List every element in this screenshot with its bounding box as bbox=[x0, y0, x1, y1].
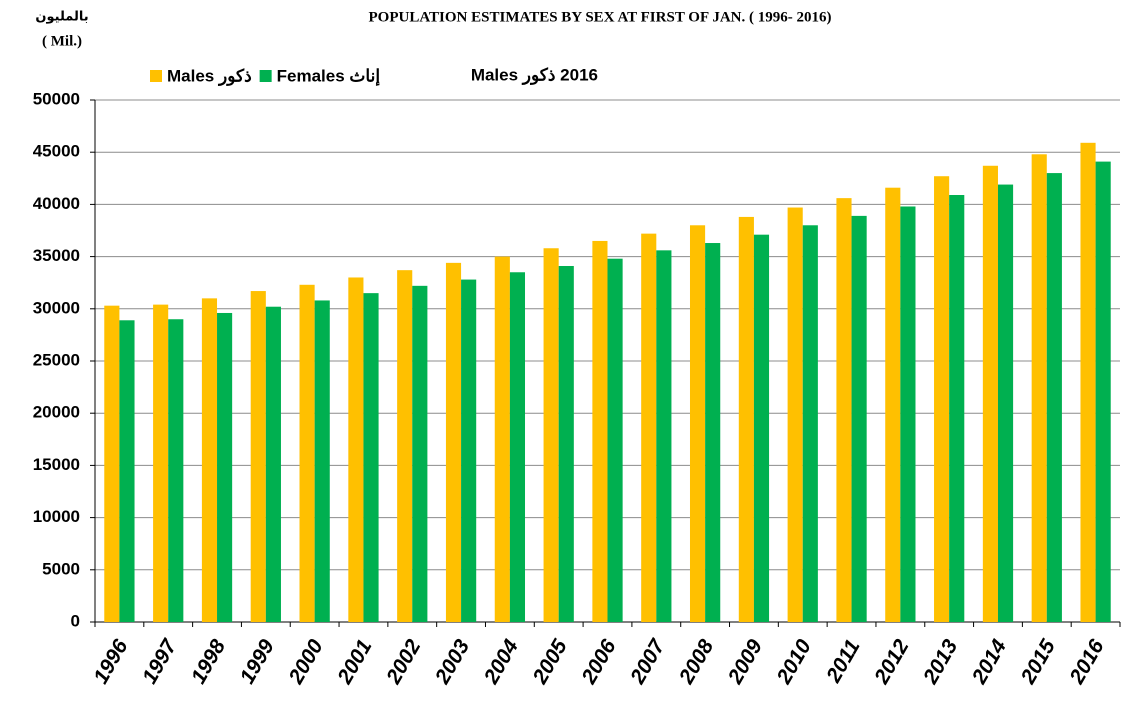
x-tick-label: 2014 bbox=[967, 635, 1011, 688]
legend-label: Males ذكور bbox=[167, 66, 252, 86]
bar bbox=[445, 262, 462, 622]
y-tick-label: 20000 bbox=[33, 403, 80, 422]
bar bbox=[1031, 154, 1047, 622]
bar bbox=[397, 270, 413, 622]
x-tick-label: 2013 bbox=[919, 635, 963, 688]
chart-title: POPULATION ESTIMATES BY SEX AT FIRST OF … bbox=[369, 9, 832, 25]
legend-note: 2016 ذكور Males bbox=[471, 65, 598, 85]
bar bbox=[900, 206, 916, 622]
x-tick-label: 1997 bbox=[138, 635, 182, 688]
bar bbox=[1095, 161, 1111, 622]
bar bbox=[104, 305, 120, 622]
bar bbox=[934, 176, 950, 622]
bar bbox=[348, 277, 364, 622]
bar bbox=[201, 298, 218, 622]
y-tick-label: 45000 bbox=[33, 142, 80, 161]
bar bbox=[558, 265, 574, 622]
legend-swatch bbox=[259, 70, 272, 82]
bar bbox=[738, 216, 754, 623]
bar bbox=[314, 300, 330, 622]
y-tick-label: 10000 bbox=[33, 507, 80, 526]
bar bbox=[1046, 173, 1062, 622]
y-tick-label: 5000 bbox=[42, 559, 80, 578]
bar bbox=[787, 207, 803, 623]
bar bbox=[641, 233, 657, 622]
bar bbox=[949, 195, 965, 622]
bar bbox=[119, 320, 135, 622]
x-tick-label: 2003 bbox=[430, 635, 474, 688]
bar bbox=[689, 225, 706, 622]
bar bbox=[997, 184, 1014, 622]
x-tick-label: 2002 bbox=[382, 635, 426, 688]
bar bbox=[1080, 142, 1096, 622]
bar bbox=[217, 312, 233, 622]
x-tick-label: 2007 bbox=[626, 635, 670, 689]
x-tick-label: 2012 bbox=[870, 635, 914, 688]
x-tick-label: 2004 bbox=[479, 635, 523, 688]
y-tick-label: 15000 bbox=[33, 455, 80, 474]
bar bbox=[753, 234, 770, 622]
bar bbox=[607, 258, 623, 622]
legend-label: Females إناث bbox=[277, 66, 381, 86]
bar bbox=[250, 291, 266, 622]
x-tick-label: 2016 bbox=[1065, 635, 1109, 688]
y-tick-label: 50000 bbox=[33, 89, 80, 108]
x-tick-label: 2008 bbox=[674, 635, 718, 688]
y-tick-label: 40000 bbox=[33, 194, 80, 213]
bar bbox=[168, 319, 184, 622]
legend-swatch bbox=[150, 70, 162, 82]
x-tick-label: 1996 bbox=[89, 635, 132, 687]
x-tick-label: 2011 bbox=[822, 636, 865, 687]
bar bbox=[299, 284, 315, 622]
bar bbox=[363, 293, 379, 622]
x-tick-label: 2001 bbox=[333, 636, 377, 689]
x-tick-label: 2005 bbox=[528, 635, 572, 688]
bar bbox=[982, 165, 998, 622]
bar bbox=[509, 272, 526, 622]
unit-label-ar: بالمليون bbox=[35, 10, 88, 25]
bar bbox=[836, 198, 852, 623]
bar bbox=[412, 285, 428, 622]
bar bbox=[592, 240, 608, 622]
bar bbox=[705, 243, 721, 622]
bar bbox=[802, 225, 818, 622]
bar bbox=[265, 306, 281, 622]
x-tick-label: 2015 bbox=[1016, 635, 1060, 688]
bar bbox=[851, 215, 867, 622]
x-tick-label: 1998 bbox=[187, 635, 230, 687]
x-tick-label: 1999 bbox=[236, 635, 279, 687]
x-tick-label: 2010 bbox=[772, 635, 816, 688]
x-tick-label: 2000 bbox=[284, 635, 328, 688]
unit-label: ( Mil.) bbox=[42, 33, 82, 49]
bar bbox=[656, 250, 672, 622]
bar bbox=[494, 256, 510, 622]
x-tick-label: 2006 bbox=[577, 635, 621, 688]
x-tick-label: 2009 bbox=[723, 635, 767, 688]
bar bbox=[543, 248, 559, 623]
y-tick-label: 35000 bbox=[33, 246, 80, 265]
bar bbox=[461, 279, 477, 622]
y-tick-label: 25000 bbox=[33, 350, 80, 369]
y-tick-label: 30000 bbox=[33, 298, 80, 317]
bar bbox=[885, 187, 901, 623]
y-tick-label: 0 bbox=[71, 611, 80, 630]
bar bbox=[153, 304, 169, 622]
